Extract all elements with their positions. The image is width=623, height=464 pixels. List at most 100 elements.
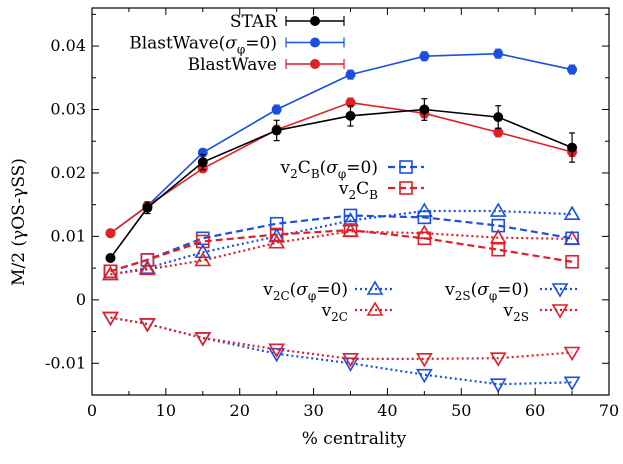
data-point (567, 142, 578, 153)
data-point (197, 157, 208, 168)
legend-marker (399, 160, 413, 174)
legend-label-part: φ (308, 289, 316, 303)
legend-label: v2C(σφ=0) (262, 280, 348, 303)
series-line (109, 108, 573, 259)
legend-entry: v2C(σφ=0) (262, 280, 395, 303)
legend-label-part: =0) (346, 158, 378, 178)
x-tick-label: 60 (525, 401, 545, 420)
data-point (102, 265, 119, 281)
legend-entry: v2S (503, 301, 580, 324)
legend-label-part: BlastWave( (129, 34, 225, 54)
legend-label-part: 2 (290, 167, 298, 181)
data-point (493, 112, 504, 123)
legend-marker (310, 59, 320, 69)
data-point (268, 343, 286, 358)
data-point (269, 227, 284, 242)
legend-label-part: 2S (455, 289, 471, 303)
data-point (415, 368, 433, 384)
series-s0 (102, 311, 581, 393)
series-cb (103, 223, 579, 279)
series-c0 (102, 202, 581, 281)
legend-label-part: σ (477, 280, 489, 300)
legend-group: STARBlastWave(σφ=0)BlastWavev2CB(σφ=0)v2… (129, 12, 580, 324)
data-point (489, 202, 507, 217)
legend-label-part: B (369, 188, 378, 202)
legend-entry: BlastWave(σφ=0) (129, 34, 345, 57)
series-line (110, 228, 573, 273)
data-point (142, 202, 153, 213)
x-tick-label: 50 (451, 401, 471, 420)
legend-label-part: 2S (513, 310, 529, 324)
data-point (489, 229, 507, 244)
data-point (103, 264, 118, 279)
data-point (343, 208, 358, 223)
series-cb0 (103, 208, 579, 279)
data-point (489, 352, 507, 367)
data-point (415, 353, 433, 368)
y-tick-label: -0.01 (45, 353, 86, 372)
legend-label-part: σ (225, 34, 237, 54)
legend-label: v2CB (338, 179, 378, 202)
legend-lower-left: v2C(σφ=0)v2C (262, 280, 395, 324)
data-point (194, 332, 212, 347)
data-point (345, 110, 356, 121)
data-point (194, 251, 212, 267)
legend-label-part: φ (237, 43, 245, 57)
legend-label-part: =0) (316, 280, 348, 300)
y-tick-label: 0.02 (50, 163, 86, 182)
series-s (102, 311, 581, 368)
x-tick-label: 0 (87, 401, 97, 420)
legend-label-part: C (356, 179, 369, 199)
legend-entry: BlastWave (188, 55, 345, 75)
legend-label-part: 2C (273, 289, 290, 303)
x-tick-label: 30 (303, 401, 323, 420)
legend-label-part: σ (326, 158, 338, 178)
legend-label-part: =0) (497, 280, 529, 300)
x-tick-label: 20 (230, 401, 250, 420)
legend-label-part: BlastWave (188, 55, 277, 75)
legend-label-part: C (298, 158, 311, 178)
legend-marker (366, 280, 384, 295)
y-tick-label: 0.04 (50, 36, 86, 55)
series-star (105, 98, 578, 263)
data-point (271, 125, 282, 136)
legend-label-part: v (262, 280, 273, 300)
legend-label: STAR (230, 12, 278, 32)
legend-label-part: ( (320, 158, 327, 178)
legend-label: BlastWave(σφ=0) (129, 34, 277, 57)
legend-label: v2S(σφ=0) (444, 280, 529, 303)
data-point (194, 243, 212, 259)
data-point (493, 127, 504, 138)
legend-label-part: v (503, 301, 514, 321)
legend-entry: v2C (321, 301, 395, 324)
data-point (342, 353, 359, 368)
data-point (563, 346, 581, 362)
series-line (109, 52, 573, 234)
legend-label: BlastWave (188, 55, 277, 75)
legend-label-part: v (444, 280, 455, 300)
data-point (565, 254, 579, 269)
legend-label-part: v (338, 179, 349, 199)
data-point (139, 318, 156, 333)
data-point (269, 216, 284, 231)
data-point (140, 253, 155, 267)
data-point (419, 104, 430, 115)
axes-group: 0 10 20 30 40 50 60 70 -0.01 0 0.01 0.02 0.03 0.04 (45, 7, 619, 420)
y-tick-label: 0.01 (50, 226, 86, 245)
series-line (110, 316, 573, 386)
legend-label-part: σ (296, 280, 308, 300)
legend-entry: v2CB(σφ=0) (280, 158, 424, 181)
legend-marker (310, 16, 320, 26)
legend-label-part: ( (471, 280, 478, 300)
legend-label-part: ( (290, 280, 297, 300)
data-point (417, 231, 432, 246)
data-point (489, 378, 507, 393)
y-tick-label: 0.03 (50, 100, 86, 119)
data-point (139, 318, 156, 333)
data-point (139, 260, 156, 276)
data-point (271, 104, 282, 115)
series-bw0 (105, 48, 578, 239)
